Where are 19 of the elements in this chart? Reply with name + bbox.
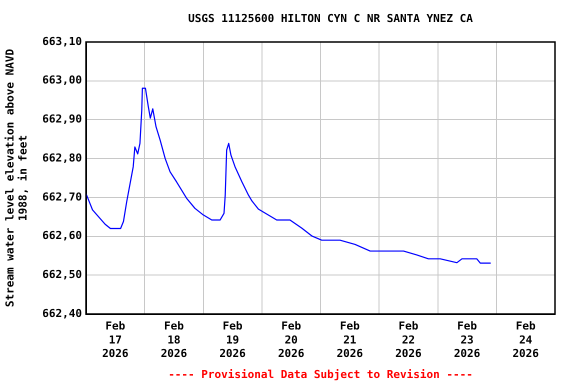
y-tick-label: 663,10 — [42, 34, 82, 48]
y-tick-label: 662,70 — [42, 190, 82, 204]
chart-title: USGS 11125600 HILTON CYN C NR SANTA YNEZ CA — [188, 12, 474, 25]
y-tick-label: 663,00 — [42, 74, 82, 87]
text: ---- Provisional Data Subject to Revision ---- — [168, 368, 473, 381]
y-tick-label: 662,90 — [42, 112, 82, 126]
x-tick-label: Feb 17 2026 — [102, 320, 129, 360]
x-tick-label: Feb 19 2026 — [219, 320, 246, 360]
x-tick-label: Feb 18 2026 — [160, 320, 188, 360]
y-tick-label: 662,40 — [42, 306, 82, 320]
y-axis-title: Stream water level elevation above NAVD 1988, in feet — [3, 48, 30, 308]
x-tick-label: Feb 20 2026 — [278, 320, 305, 360]
x-tick-label: Feb 23 2026 — [454, 320, 481, 360]
x-tick-label: Feb 22 2026 — [395, 320, 422, 360]
x-tick-label: Feb 24 2026 — [512, 320, 540, 360]
y-tick-label: 662,60 — [42, 229, 82, 242]
x-tick-label: Feb 21 2026 — [336, 320, 364, 360]
y-tick-label: 662,50 — [42, 268, 82, 281]
y-tick-label: 662,80 — [42, 151, 82, 164]
